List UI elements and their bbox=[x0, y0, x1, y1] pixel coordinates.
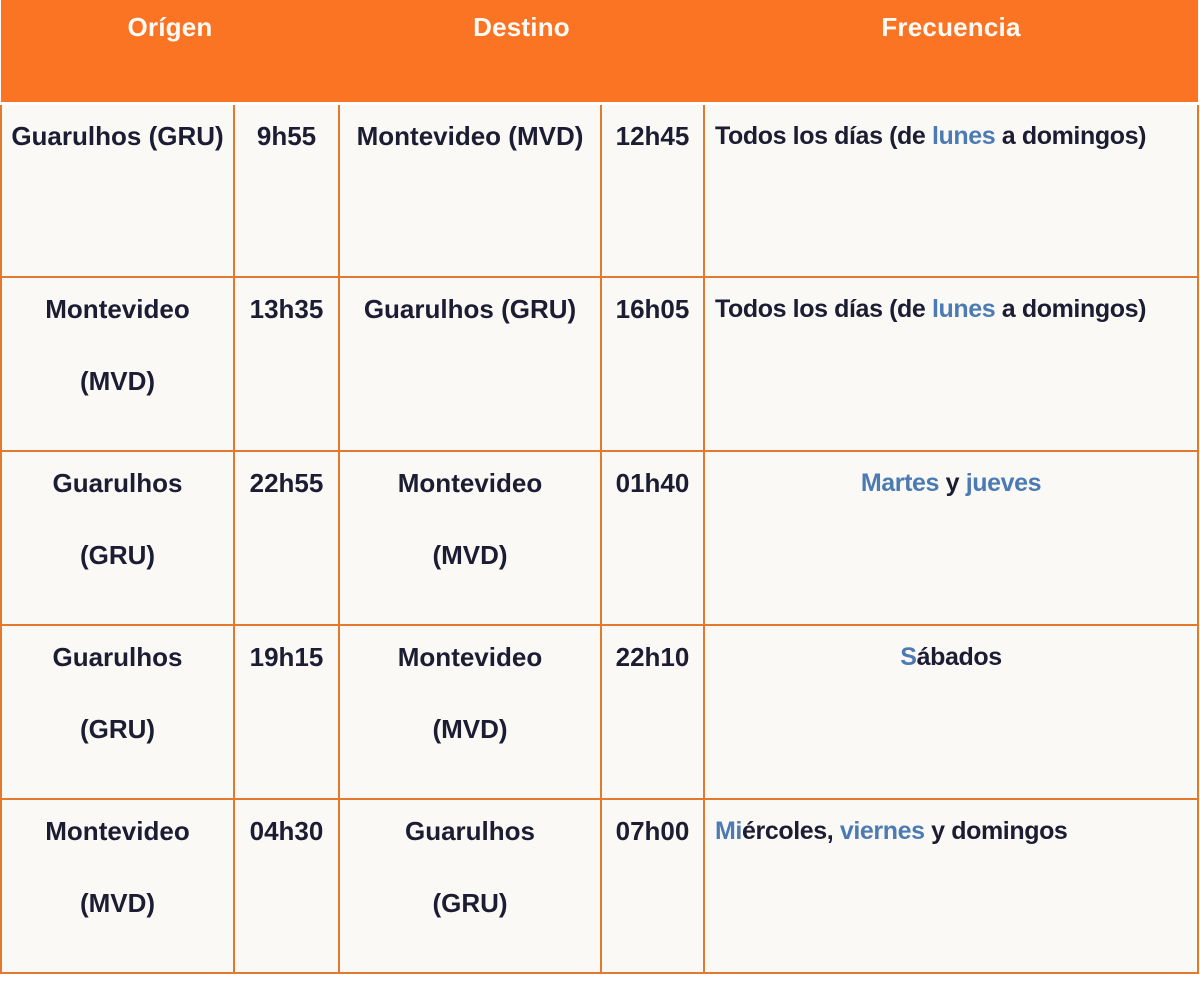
frequency-text: y domingos bbox=[924, 817, 1068, 845]
frequency-cell: Todos los días (de lunes a domingos) bbox=[703, 102, 1199, 278]
schedule-row: Guarulhos (GRU) 22h55 Montevideo (MVD) 01h40 M… bbox=[0, 450, 1199, 626]
origin-city-cell: Guarulhos (GRU) bbox=[0, 102, 235, 278]
frequency-cell: Todos los días (de lunes a domingos) bbox=[703, 276, 1199, 452]
schedule-row: Guarulhos (GRU) 9h55 Montevideo (MVD) 12h45… bbox=[0, 102, 1199, 278]
day-link[interactable]: viernes bbox=[839, 817, 925, 845]
day-link[interactable]: jueves bbox=[965, 469, 1042, 497]
dest-city-cell: Guarulhos (GRU) bbox=[338, 798, 602, 974]
frequency-text: y bbox=[939, 469, 966, 497]
origin-time-cell: 22h55 bbox=[233, 450, 340, 626]
dest-city-cell: Montevideo (MVD) bbox=[338, 102, 602, 278]
schedule-body: Guarulhos (GRU) 9h55 Montevideo (MVD) 12h45… bbox=[0, 102, 1199, 974]
dest-time-cell: 07h00 bbox=[600, 798, 705, 974]
city-line: (MVD) bbox=[432, 540, 508, 571]
origin-city-cell: Montevideo (MVD) bbox=[0, 798, 235, 974]
frequency-text: Todos los días (de bbox=[715, 295, 932, 323]
day-link[interactable]: S bbox=[900, 643, 917, 671]
city-line: Montevideo bbox=[45, 294, 190, 324]
city-line: (MVD) bbox=[432, 714, 508, 745]
city-line: (GRU) bbox=[79, 714, 156, 745]
city-line: Montevideo (MVD) bbox=[356, 120, 584, 151]
frequency-cell: Sábados bbox=[703, 624, 1199, 800]
city-line: (MVD) bbox=[79, 888, 156, 919]
origin-time-cell: 04h30 bbox=[233, 798, 340, 974]
city-line: Guarulhos (GRU) bbox=[11, 120, 224, 151]
schedule-row: Montevideo (MVD) 13h35 Guarulhos (GRU) 16h05… bbox=[0, 276, 1199, 452]
origin-time-cell: 19h15 bbox=[233, 624, 340, 800]
city-line: Guarulhos bbox=[52, 642, 183, 672]
city-line: Guarulhos (GRU) bbox=[363, 294, 577, 324]
frequency-cell: Martes y jueves bbox=[703, 450, 1199, 626]
dest-time-cell: 12h45 bbox=[600, 102, 705, 278]
dest-city-cell: Montevideo (MVD) bbox=[338, 450, 602, 626]
origin-time-cell: 9h55 bbox=[233, 102, 340, 278]
frequency-cell: Miércoles, viernes y domingos bbox=[703, 798, 1199, 974]
header-cell-origen: Orígen bbox=[1, 0, 339, 105]
frequency-text: Todos los días (de bbox=[715, 121, 932, 150]
dest-time-cell: 01h40 bbox=[600, 450, 705, 626]
frequency-text: a domingos) bbox=[995, 121, 1147, 150]
city-line: (MVD) bbox=[79, 366, 156, 397]
day-link[interactable]: lunes bbox=[931, 295, 996, 323]
origin-city-cell: Guarulhos (GRU) bbox=[0, 450, 235, 626]
schedule-row: Montevideo (MVD) 04h30 Guarulhos (GRU) 07h00 M… bbox=[0, 798, 1199, 974]
city-line: (GRU) bbox=[432, 888, 508, 919]
city-line: Montevideo bbox=[45, 816, 190, 846]
header-row: Orígen Destino Frecuencia bbox=[1, 0, 1198, 105]
schedule-row: Guarulhos (GRU) 19h15 Montevideo (MVD) 22h10 S… bbox=[0, 624, 1199, 800]
city-line: (GRU) bbox=[79, 540, 156, 571]
origin-city-cell: Montevideo (MVD) bbox=[0, 276, 235, 452]
origin-city-cell: Guarulhos (GRU) bbox=[0, 624, 235, 800]
dest-city-cell: Montevideo (MVD) bbox=[338, 624, 602, 800]
header-cell-destino: Destino bbox=[339, 0, 704, 105]
frequency-text: ábados bbox=[916, 643, 1003, 671]
frequency-text: ércoles, bbox=[741, 817, 840, 845]
dest-time-cell: 16h05 bbox=[600, 276, 705, 452]
city-line: Montevideo bbox=[397, 642, 543, 672]
frequency-text: a domingos) bbox=[995, 295, 1147, 323]
dest-city-cell: Guarulhos (GRU) bbox=[338, 276, 602, 452]
city-line: Guarulhos bbox=[404, 816, 535, 846]
day-link[interactable]: Martes bbox=[860, 469, 940, 497]
header-cell-frecuencia: Frecuencia bbox=[704, 0, 1198, 105]
day-link[interactable]: lunes bbox=[931, 121, 996, 150]
city-line: Guarulhos bbox=[52, 468, 183, 498]
origin-time-cell: 13h35 bbox=[233, 276, 340, 452]
city-line: Montevideo bbox=[397, 468, 543, 498]
day-link[interactable]: Mi bbox=[715, 817, 742, 845]
dest-time-cell: 22h10 bbox=[600, 624, 705, 800]
